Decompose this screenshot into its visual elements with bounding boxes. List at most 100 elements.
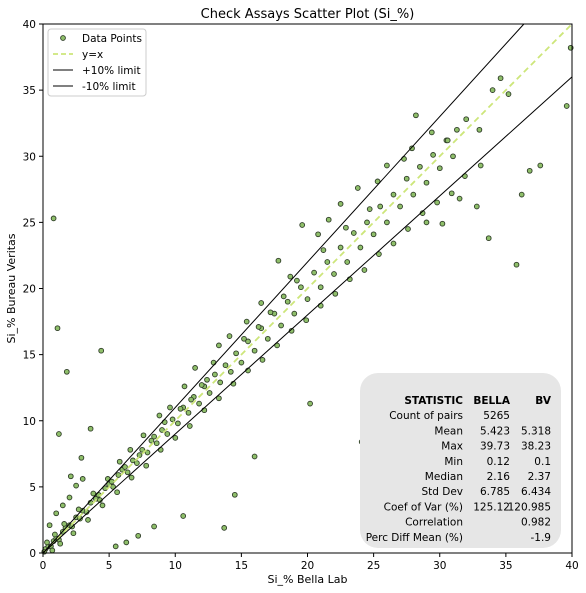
data-point-152 [114,489,120,496]
data-point-41 [222,362,229,369]
x-tick-label: 15 [235,560,248,572]
data-point-101 [251,453,258,460]
data-point-78 [476,126,483,133]
data-point-91 [78,454,85,461]
data-point-172 [405,226,411,232]
data-point-158 [201,407,208,414]
data-point-197 [122,464,128,470]
stats-header-0: STATISTIC [404,395,463,407]
data-point-142 [75,506,82,513]
stats-cell-3-2: 0.1 [534,456,551,468]
data-point-193 [177,405,184,412]
data-point-30 [164,431,171,437]
data-point-24 [134,460,140,466]
data-point-42 [227,368,234,375]
data-point-116 [505,91,512,97]
data-point-20 [115,472,122,478]
data-point-46 [251,347,258,354]
data-point-137 [140,432,147,439]
data-point-132 [204,376,210,383]
data-point-162 [259,357,266,363]
data-point-159 [216,395,222,402]
data-point-145 [44,539,50,546]
data-point-175 [448,190,455,197]
data-point-174 [434,199,440,206]
stats-cell-4-2: 2.37 [528,471,551,483]
data-point-96 [135,532,142,539]
data-point-79 [489,87,496,93]
stats-cell-0-0: Count of pairs [389,410,463,422]
data-point-134 [181,383,188,390]
y-tick-label: 0 [29,548,36,560]
lines-layer [42,23,573,554]
data-point-60 [344,259,351,265]
data-point-82 [59,502,66,509]
data-point-182 [454,126,460,133]
data-point-163 [274,342,280,349]
data-point-110 [485,235,492,242]
data-point-191 [198,382,205,388]
data-point-139 [116,458,123,465]
stats-header-1: BELLA [473,395,511,407]
data-point-26 [144,449,151,456]
data-point-32 [175,420,181,427]
legend-label-yx: y=x [82,49,103,61]
stats-cell-7-2: 0.982 [521,517,551,529]
data-point-55 [311,269,317,276]
legend: Data Points y=x +10% limit -10% limit [47,28,147,97]
y-tick-label: 25 [23,217,36,229]
data-point-190 [210,359,217,366]
data-point-122 [337,201,344,207]
data-point-104 [513,261,520,268]
data-point-65 [377,203,384,210]
data-point-149 [70,530,77,537]
data-point-170 [376,251,382,257]
data-point-167 [332,290,339,297]
data-point-128 [258,300,265,306]
stats-cell-1-1: 5.423 [480,425,510,437]
data-point-51 [284,298,291,305]
data-point-25 [139,446,146,453]
stats-cell-7-0: Correlation [405,517,463,529]
stats-cell-5-1: 6.785 [480,486,510,498]
stats-cell-6-1: 125.12 [473,501,510,513]
data-point-157 [186,423,193,429]
data-point-112 [456,195,463,202]
data-point-66 [384,219,390,226]
stats-cell-1-0: Mean [434,425,463,437]
data-point-92 [87,425,94,432]
data-point-52 [291,310,298,317]
data-point-126 [287,273,294,280]
stats-cell-3-0: Min [444,456,463,468]
data-point-120 [366,206,373,212]
chart-title: Check Assays Scatter Plot (Si_%) [201,7,415,22]
data-point-186 [280,293,287,300]
x-tick-label: 10 [169,560,182,572]
data-point-153 [128,474,135,481]
data-point-27 [148,437,155,444]
stats-cell-0-1: 5265 [483,410,510,422]
data-point-40 [217,379,224,386]
data-point-129 [243,318,250,325]
x-axis-label: Si_% Bella Lab [267,573,347,586]
y-tick-label: 40 [23,19,36,31]
data-point-150 [85,517,91,523]
data-point-93 [67,473,74,480]
data-point-90 [98,347,105,354]
data-point-125 [299,222,306,228]
data-point-187 [267,309,274,316]
data-point-184 [320,247,327,253]
data-point-54 [304,296,311,302]
data-point-169 [361,267,368,273]
data-point-121 [354,185,361,191]
data-point-119 [384,162,390,169]
data-point-39 [212,371,218,378]
data-point-68 [397,203,403,210]
y-tick-label: 30 [23,151,36,163]
data-point-111 [473,203,480,210]
data-point-81 [53,510,60,517]
y-tick-label: 20 [23,284,36,296]
line-10-limit [42,23,525,554]
data-point-138 [127,446,134,453]
y-tick-label: 5 [29,482,36,494]
